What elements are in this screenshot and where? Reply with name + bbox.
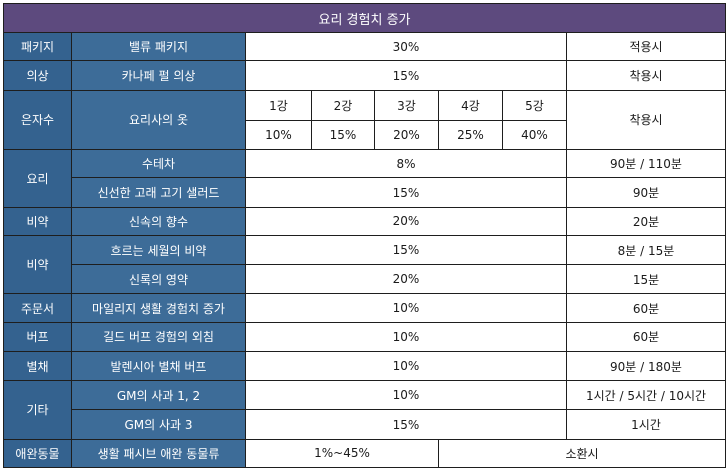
note-cell: 90분: [566, 177, 726, 208]
level-value-cell: 15%: [311, 119, 375, 151]
item-cell: 카나페 펄 의상: [71, 60, 246, 91]
item-cell: 밸류 패키지: [71, 32, 246, 62]
value-cell: 20%: [245, 264, 567, 295]
category-cell: 비약: [3, 206, 72, 236]
level-value-cell: 40%: [502, 119, 567, 151]
value-cell: 10%: [245, 293, 567, 323]
note-cell: 60분: [566, 321, 726, 352]
category-cell: 은자수: [3, 89, 72, 151]
value-cell: 10%: [245, 321, 567, 352]
value-cell: 1%~45%: [245, 438, 439, 469]
note-cell: 소환시: [438, 438, 726, 469]
table-row: 비약 신속의 향수 20% 20분: [3, 206, 726, 236]
table-row: 은자수 요리사의 옷 1강 2강 3강 4강 5강 착용시: [3, 89, 726, 151]
note-cell: 20분: [566, 206, 726, 236]
category-cell: 버프: [3, 321, 72, 352]
table-row: 신록의 영약 20% 15분: [4, 264, 726, 295]
table-row: 10% 15% 20% 25% 40%: [4, 119, 726, 151]
table-row: 버프 길드 버프 경험의 외침 10% 60분: [3, 321, 726, 352]
table-row: 신선한 고래 고기 샐러드 15% 90분: [4, 177, 726, 208]
item-cell: 발렌시아 별채 버프: [71, 350, 246, 382]
value-cell: 15%: [245, 60, 567, 91]
table-row: 별채 발렌시아 별채 버프 10% 90분 / 180분: [3, 350, 726, 382]
table-row: 주문서 마일리지 생활 경험치 증가 10% 60분: [3, 293, 726, 323]
item-cell: GM의 사과 1, 2: [71, 380, 246, 411]
note-cell: 8분 / 15분: [566, 234, 726, 266]
item-cell: 길드 버프 경험의 외침: [71, 321, 246, 352]
note-cell: 90분 / 110분: [566, 149, 726, 179]
table-row: 의상 카나페 펄 의상 15% 착용시: [3, 60, 726, 91]
level-value-cell: 25%: [438, 119, 503, 151]
level-header-cell: 5강: [502, 89, 567, 121]
category-cell: 애완동물: [3, 438, 72, 469]
level-value-cell: 20%: [374, 119, 439, 151]
item-cell: 생활 패시브 애완 동물류: [71, 438, 246, 469]
note-cell: 90분 / 180분: [566, 350, 726, 382]
note-cell: 60분: [566, 293, 726, 323]
value-cell: 10%: [245, 350, 567, 382]
note-cell: 1시간: [566, 409, 726, 440]
level-header-cell: 3강: [374, 89, 439, 121]
item-cell: 신선한 고래 고기 샐러드: [71, 177, 246, 208]
table-row: 요리 수테차 8% 90분 / 110분: [3, 149, 726, 208]
item-cell: 흐르는 세월의 비약: [71, 234, 246, 266]
value-cell: 10%: [245, 380, 567, 411]
table-row: 패키지 밸류 패키지 30% 적용시: [3, 32, 726, 62]
category-cell: 별채: [3, 350, 72, 382]
value-cell: 15%: [245, 409, 567, 440]
note-cell: 적용시: [566, 32, 726, 62]
level-header-cell: 1강: [245, 89, 312, 121]
cooking-exp-table: 요리 경험치 증가 패키지 밸류 패키지 30% 적용시 의상 카나페 펄 의상…: [3, 2, 726, 469]
value-cell: 20%: [245, 206, 567, 236]
value-cell: 15%: [245, 234, 567, 266]
category-cell: 주문서: [3, 293, 72, 323]
item-cell: GM의 사과 3: [71, 409, 246, 440]
note-cell: 착용시: [566, 89, 726, 151]
item-cell: 마일리지 생활 경험치 증가: [71, 293, 246, 323]
category-cell: 패키지: [3, 32, 72, 62]
table-row: GM의 사과 3 15% 1시간: [4, 409, 726, 440]
category-cell: 의상: [3, 60, 72, 91]
item-cell: 신속의 향수: [71, 206, 246, 236]
value-cell: 15%: [245, 177, 567, 208]
note-cell: 15분: [566, 264, 726, 295]
item-cell: 수테차: [71, 149, 246, 179]
level-header-cell: 4강: [438, 89, 503, 121]
table-row: 비약 흐르는 세월의 비약 15% 8분 / 15분: [3, 234, 726, 295]
item-cell: 요리사의 옷: [71, 89, 246, 151]
value-cell: 8%: [245, 149, 567, 179]
category-cell: 기타: [3, 380, 72, 440]
item-cell: 신록의 영약: [71, 264, 246, 295]
table-row: 애완동물 생활 패시브 애완 동물류 1%~45% 소환시: [3, 438, 726, 469]
note-cell: 1시간 / 5시간 / 10시간: [566, 380, 726, 411]
value-cell: 30%: [245, 32, 567, 62]
table-title: 요리 경험치 증가: [3, 2, 726, 34]
category-cell: 비약: [3, 234, 72, 295]
table-row: 기타 GM의 사과 1, 2 10% 1시간 / 5시간 / 10시간: [3, 380, 726, 440]
note-cell: 착용시: [566, 60, 726, 91]
level-value-cell: 10%: [245, 119, 312, 151]
category-cell: 요리: [3, 149, 72, 208]
level-header-cell: 2강: [311, 89, 375, 121]
